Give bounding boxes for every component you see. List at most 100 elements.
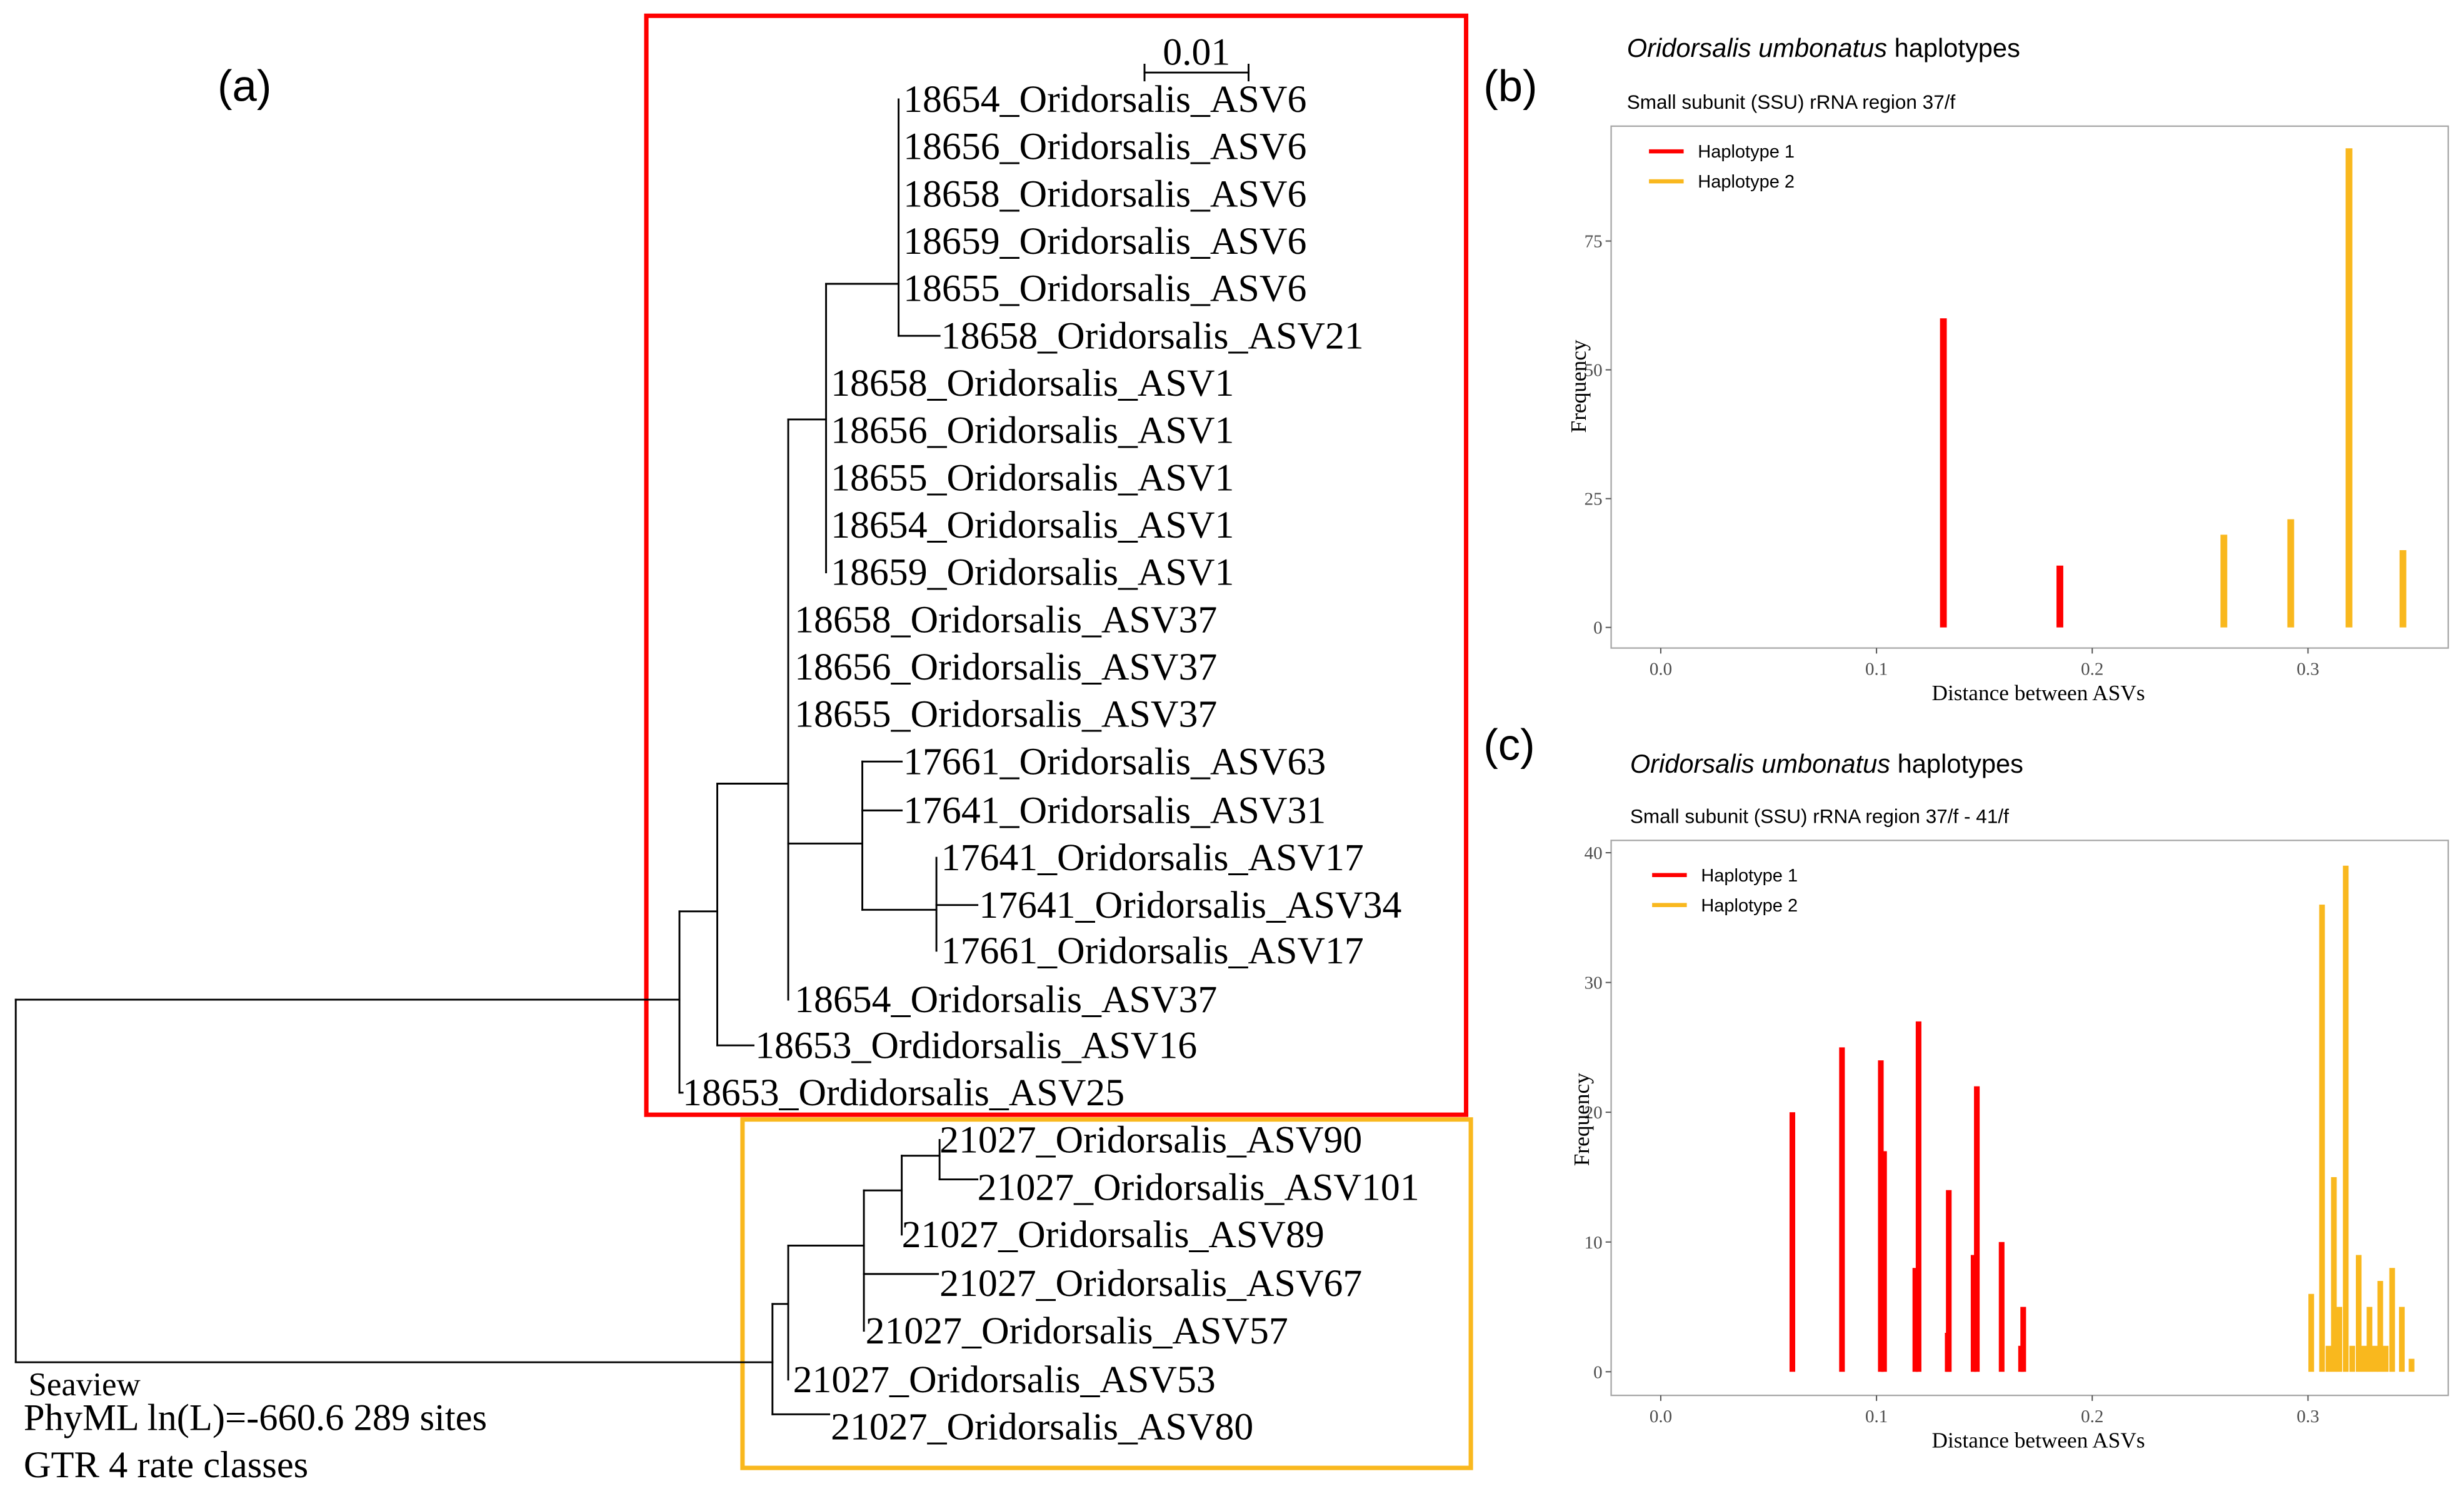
bar-haplotype-2 [2383,1345,2389,1372]
tip-label: 18658_Oridorsalis_ASV21 [941,314,1364,357]
tip-label: 18655_Oridorsalis_ASV6 [903,268,1306,310]
bar-haplotype-2 [2355,1255,2362,1372]
model-text: GTR 4 rate classes [24,1444,308,1486]
scale-bar-label: 0.01 [1163,31,1230,73]
tip-label: 17661_Oridorsalis_ASV63 [903,740,1326,783]
bar-haplotype-2 [2343,865,2349,1372]
tip-label: 21027_Oridorsalis_ASV53 [793,1358,1216,1401]
chart-title-species: Oridorsalis umbonatus [1630,749,1890,778]
y-tick-label: 30 [1585,973,1603,993]
chart-title-suffix: haplotypes [1887,33,2020,63]
chart-title-suffix: haplotypes [1890,749,2023,778]
bar-haplotype-1 [1912,1268,1918,1372]
bar-haplotype-2 [2331,1177,2337,1372]
tip-label: 18653_Ordidorsalis_ASV16 [755,1024,1197,1067]
x-tick-label: 0.1 [1865,1407,1888,1427]
tip-label: 17641_Oridorsalis_ASV34 [979,884,1401,926]
chart-title: Oridorsalis umbonatus haplotypes [1627,33,2020,63]
tip-label: 17641_Oridorsalis_ASV31 [903,790,1326,832]
bar-haplotype-2 [2287,519,2295,628]
bar-haplotype-2 [2336,1307,2343,1372]
tip-label: 18654_Oridorsalis_ASV6 [903,78,1306,121]
tip-label: 18658_Oridorsalis_ASV37 [794,598,1217,641]
panel-label-b: (b) [1483,61,1537,110]
tip-label: 18659_Oridorsalis_ASV6 [903,220,1306,263]
tip-label: 21027_Oridorsalis_ASV90 [939,1119,1362,1162]
scale-bar: 0.01 [1143,31,1250,82]
y-axis-title: Frequency [1570,1073,1594,1166]
bar-haplotype-1 [1878,1060,1884,1372]
x-axis-title: Distance between ASVs [1931,1428,2145,1452]
bar-haplotype-2 [2345,148,2353,628]
yellow-clade-tips: 21027_Oridorsalis_ASV90 21027_Oridorsali… [793,1119,1420,1448]
bar-haplotype-1 [1998,1242,2005,1372]
tip-label: 18656_Oridorsalis_ASV1 [831,409,1234,452]
tip-label: 18658_Oridorsalis_ASV1 [831,362,1234,404]
y-axis-title: Frequency [1566,339,1591,433]
bar-haplotype-1 [1789,1112,1796,1372]
tip-label: 18654_Oridorsalis_ASV37 [794,978,1217,1021]
bar-haplotype-1 [1940,318,1947,628]
bar-haplotype-2 [2325,1345,2331,1372]
y-tick-label: 50 [1585,361,1603,381]
chart-b: (b) Oridorsalis umbonatus haplotypes Sma… [1483,33,2449,705]
y-tick-label: 10 [1585,1233,1603,1253]
tip-label: 21027_Oridorsalis_ASV57 [866,1310,1288,1352]
x-tick-label: 0.3 [2296,659,2319,679]
bar-haplotype-1 [2020,1307,2026,1372]
tip-label: 21027_Oridorsalis_ASV67 [939,1262,1362,1305]
bars-group [1940,148,2406,628]
chart-c: (c) Oridorsalis umbonatus haplotypes Sma… [1483,720,2449,1452]
red-clade-tips: 18654_Oridorsalis_ASV6 18656_Oridorsalis… [683,78,1401,1114]
tip-label: 18658_Oridorsalis_ASV6 [903,173,1306,215]
tick-marks [1605,852,2309,1401]
chart-title: Oridorsalis umbonatus haplotypes [1630,749,2023,778]
y-tick-label: 20 [1585,1103,1603,1123]
bar-haplotype-1 [2056,565,2063,628]
x-tick-label: 0.2 [2081,659,2103,679]
tip-label: 21027_Oridorsalis_ASV89 [902,1213,1325,1256]
chart-subtitle: Small subunit (SSU) rRNA region 37/f [1627,91,1956,113]
bar-haplotype-1 [1946,1190,1952,1372]
x-tick-label: 0.0 [1650,659,1672,679]
x-axis-title: Distance between ASVs [1931,681,2145,705]
tip-label: 18655_Oridorsalis_ASV37 [794,693,1217,736]
legend-label: Haplotype 2 [1701,896,1798,916]
legend-label: Haplotype 2 [1698,172,1795,192]
bar-haplotype-1 [1974,1086,1980,1372]
tip-label: 17661_Oridorsalis_ASV17 [941,930,1364,972]
y-tick-label: 75 [1585,232,1603,252]
y-tick-label: 40 [1585,843,1603,863]
yellow-clade-box [740,1117,1473,1470]
red-clade-box [644,13,1469,1117]
bar-haplotype-2 [2371,1345,2378,1372]
bar-haplotype-2 [2349,1345,2355,1372]
bar-haplotype-1 [1915,1021,1921,1372]
y-tick-label: 0 [1593,1362,1603,1382]
tip-label: 17641_Oridorsalis_ASV17 [941,836,1364,879]
x-tick-label: 0.0 [1650,1407,1672,1427]
y-tick-label: 0 [1593,618,1603,638]
tip-label: 21027_Oridorsalis_ASV101 [978,1166,1420,1208]
panel-label-c: (c) [1483,720,1535,770]
tip-label: 21027_Oridorsalis_ASV80 [831,1406,1253,1448]
tip-label: 18656_Oridorsalis_ASV37 [794,646,1217,688]
bars-group [1789,865,2415,1372]
bar-haplotype-2 [2377,1280,2383,1372]
bar-haplotype-2 [2361,1345,2367,1372]
bar-haplotype-2 [2220,535,2228,628]
likelihood-text: PhyML ln(L)=-660.6 289 sites [24,1397,487,1439]
panel-label-a: (a) [218,61,271,110]
x-tick-label: 0.1 [1865,659,1888,679]
x-tick-label: 0.3 [2296,1407,2319,1427]
plot-panel [1610,125,2449,649]
legend-label: Haplotype 1 [1701,866,1798,886]
x-tick-label: 0.2 [2081,1407,2103,1427]
tip-label: 18655_Oridorsalis_ASV1 [831,456,1234,499]
y-tick-label: 25 [1585,489,1603,510]
bar-haplotype-2 [2408,1358,2415,1372]
bar-haplotype-1 [1839,1047,1845,1372]
bar-haplotype-1 [1881,1151,1887,1372]
tip-label: 18659_Oridorsalis_ASV1 [831,551,1234,594]
